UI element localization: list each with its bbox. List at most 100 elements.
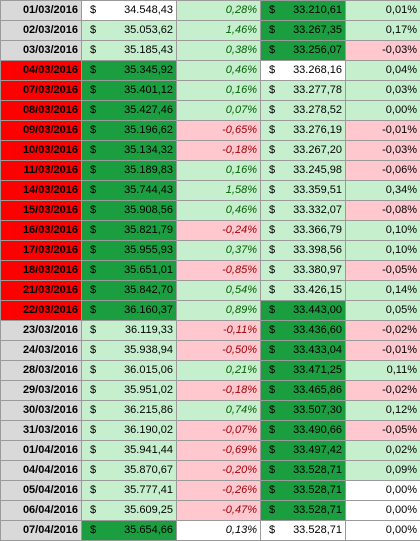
change-a-cell[interactable]: 0,07% xyxy=(177,101,261,121)
change-b-cell[interactable]: -0,01% xyxy=(346,341,420,361)
price-b-cell[interactable]: $33.436,60 xyxy=(261,321,346,341)
change-a-cell[interactable]: 1,46% xyxy=(177,21,261,41)
change-a-cell[interactable]: 0,21% xyxy=(177,361,261,381)
change-a-cell[interactable]: 0,89% xyxy=(177,301,261,321)
price-a-cell[interactable]: $36.160,37 xyxy=(82,301,177,321)
price-a-cell[interactable]: $35.938,94 xyxy=(82,341,177,361)
date-cell[interactable]: 21/03/2016 xyxy=(1,281,82,301)
date-cell[interactable]: 04/04/2016 xyxy=(1,461,82,481)
change-a-cell[interactable]: -0,85% xyxy=(177,261,261,281)
change-a-cell[interactable]: -0,47% xyxy=(177,501,261,521)
date-cell[interactable]: 11/03/2016 xyxy=(1,161,82,181)
price-a-cell[interactable]: $35.951,02 xyxy=(82,381,177,401)
price-a-cell[interactable]: $35.345,92 xyxy=(82,61,177,81)
price-a-cell[interactable]: $35.744,43 xyxy=(82,181,177,201)
price-a-cell[interactable]: $35.654,66 xyxy=(82,521,177,541)
price-b-cell[interactable]: $33.497,42 xyxy=(261,441,346,461)
date-cell[interactable]: 06/04/2016 xyxy=(1,501,82,521)
price-a-cell[interactable]: $35.821,79 xyxy=(82,221,177,241)
date-cell[interactable]: 05/04/2016 xyxy=(1,481,82,501)
change-a-cell[interactable]: 0,38% xyxy=(177,41,261,61)
date-cell[interactable]: 04/03/2016 xyxy=(1,61,82,81)
change-b-cell[interactable]: 0,09% xyxy=(346,461,420,481)
date-cell[interactable]: 02/03/2016 xyxy=(1,21,82,41)
price-a-cell[interactable]: $35.908,56 xyxy=(82,201,177,221)
price-b-cell[interactable]: $33.278,52 xyxy=(261,101,346,121)
price-a-cell[interactable]: $36.015,06 xyxy=(82,361,177,381)
price-b-cell[interactable]: $33.277,78 xyxy=(261,81,346,101)
date-cell[interactable]: 31/03/2016 xyxy=(1,421,82,441)
date-cell[interactable]: 10/03/2016 xyxy=(1,141,82,161)
change-b-cell[interactable]: 0,00% xyxy=(346,501,420,521)
price-a-cell[interactable]: $35.870,67 xyxy=(82,461,177,481)
price-a-cell[interactable]: $36.190,02 xyxy=(82,421,177,441)
price-b-cell[interactable]: $33.366,79 xyxy=(261,221,346,241)
price-b-cell[interactable]: $33.465,86 xyxy=(261,381,346,401)
price-a-cell[interactable]: $35.842,70 xyxy=(82,281,177,301)
change-b-cell[interactable]: 0,34% xyxy=(346,181,420,201)
date-cell[interactable]: 30/03/2016 xyxy=(1,401,82,421)
change-a-cell[interactable]: -0,18% xyxy=(177,141,261,161)
price-b-cell[interactable]: $33.528,71 xyxy=(261,501,346,521)
price-a-cell[interactable]: $35.185,43 xyxy=(82,41,177,61)
price-b-cell[interactable]: $33.471,25 xyxy=(261,361,346,381)
price-a-cell[interactable]: $35.134,32 xyxy=(82,141,177,161)
price-b-cell[interactable]: $33.210,61 xyxy=(261,1,346,21)
change-a-cell[interactable]: 0,28% xyxy=(177,1,261,21)
price-b-cell[interactable]: $33.528,71 xyxy=(261,521,346,541)
change-b-cell[interactable]: 0,00% xyxy=(346,481,420,501)
change-a-cell[interactable]: -0,20% xyxy=(177,461,261,481)
date-cell[interactable]: 03/03/2016 xyxy=(1,41,82,61)
change-a-cell[interactable]: -0,69% xyxy=(177,441,261,461)
change-a-cell[interactable]: 0,16% xyxy=(177,161,261,181)
date-cell[interactable]: 23/03/2016 xyxy=(1,321,82,341)
change-b-cell[interactable]: 0,10% xyxy=(346,221,420,241)
change-b-cell[interactable]: 0,12% xyxy=(346,401,420,421)
change-a-cell[interactable]: 0,46% xyxy=(177,201,261,221)
change-b-cell[interactable]: 0,10% xyxy=(346,241,420,261)
price-b-cell[interactable]: $33.268,16 xyxy=(261,61,346,81)
change-b-cell[interactable]: 0,02% xyxy=(346,441,420,461)
change-a-cell[interactable]: -0,07% xyxy=(177,421,261,441)
price-b-cell[interactable]: $33.332,07 xyxy=(261,201,346,221)
price-b-cell[interactable]: $33.267,35 xyxy=(261,21,346,41)
change-a-cell[interactable]: -0,18% xyxy=(177,381,261,401)
date-cell[interactable]: 09/03/2016 xyxy=(1,121,82,141)
change-b-cell[interactable]: 0,11% xyxy=(346,361,420,381)
price-a-cell[interactable]: $35.401,12 xyxy=(82,81,177,101)
change-b-cell[interactable]: -0,02% xyxy=(346,381,420,401)
price-a-cell[interactable]: $35.955,93 xyxy=(82,241,177,261)
change-a-cell[interactable]: -0,65% xyxy=(177,121,261,141)
price-a-cell[interactable]: $35.609,25 xyxy=(82,501,177,521)
change-a-cell[interactable]: 0,74% xyxy=(177,401,261,421)
change-a-cell[interactable]: -0,50% xyxy=(177,341,261,361)
change-a-cell[interactable]: -0,11% xyxy=(177,321,261,341)
price-b-cell[interactable]: $33.490,66 xyxy=(261,421,346,441)
change-b-cell[interactable]: -0,05% xyxy=(346,421,420,441)
price-b-cell[interactable]: $33.443,00 xyxy=(261,301,346,321)
price-b-cell[interactable]: $33.245,98 xyxy=(261,161,346,181)
change-a-cell[interactable]: -0,26% xyxy=(177,481,261,501)
date-cell[interactable]: 15/03/2016 xyxy=(1,201,82,221)
date-cell[interactable]: 14/03/2016 xyxy=(1,181,82,201)
change-b-cell[interactable]: -0,01% xyxy=(346,121,420,141)
price-a-cell[interactable]: $35.189,83 xyxy=(82,161,177,181)
change-b-cell[interactable]: 0,04% xyxy=(346,61,420,81)
date-cell[interactable]: 08/03/2016 xyxy=(1,101,82,121)
change-a-cell[interactable]: 0,16% xyxy=(177,81,261,101)
change-b-cell[interactable]: -0,02% xyxy=(346,321,420,341)
date-cell[interactable]: 01/03/2016 xyxy=(1,1,82,21)
price-a-cell[interactable]: $35.777,41 xyxy=(82,481,177,501)
date-cell[interactable]: 01/04/2016 xyxy=(1,441,82,461)
price-a-cell[interactable]: $35.651,01 xyxy=(82,261,177,281)
change-a-cell[interactable]: -0,24% xyxy=(177,221,261,241)
date-cell[interactable]: 16/03/2016 xyxy=(1,221,82,241)
price-b-cell[interactable]: $33.359,51 xyxy=(261,181,346,201)
change-b-cell[interactable]: 0,14% xyxy=(346,281,420,301)
date-cell[interactable]: 22/03/2016 xyxy=(1,301,82,321)
price-a-cell[interactable]: $35.053,62 xyxy=(82,21,177,41)
date-cell[interactable]: 28/03/2016 xyxy=(1,361,82,381)
date-cell[interactable]: 07/03/2016 xyxy=(1,81,82,101)
change-b-cell[interactable]: -0,03% xyxy=(346,41,420,61)
price-b-cell[interactable]: $33.528,71 xyxy=(261,461,346,481)
